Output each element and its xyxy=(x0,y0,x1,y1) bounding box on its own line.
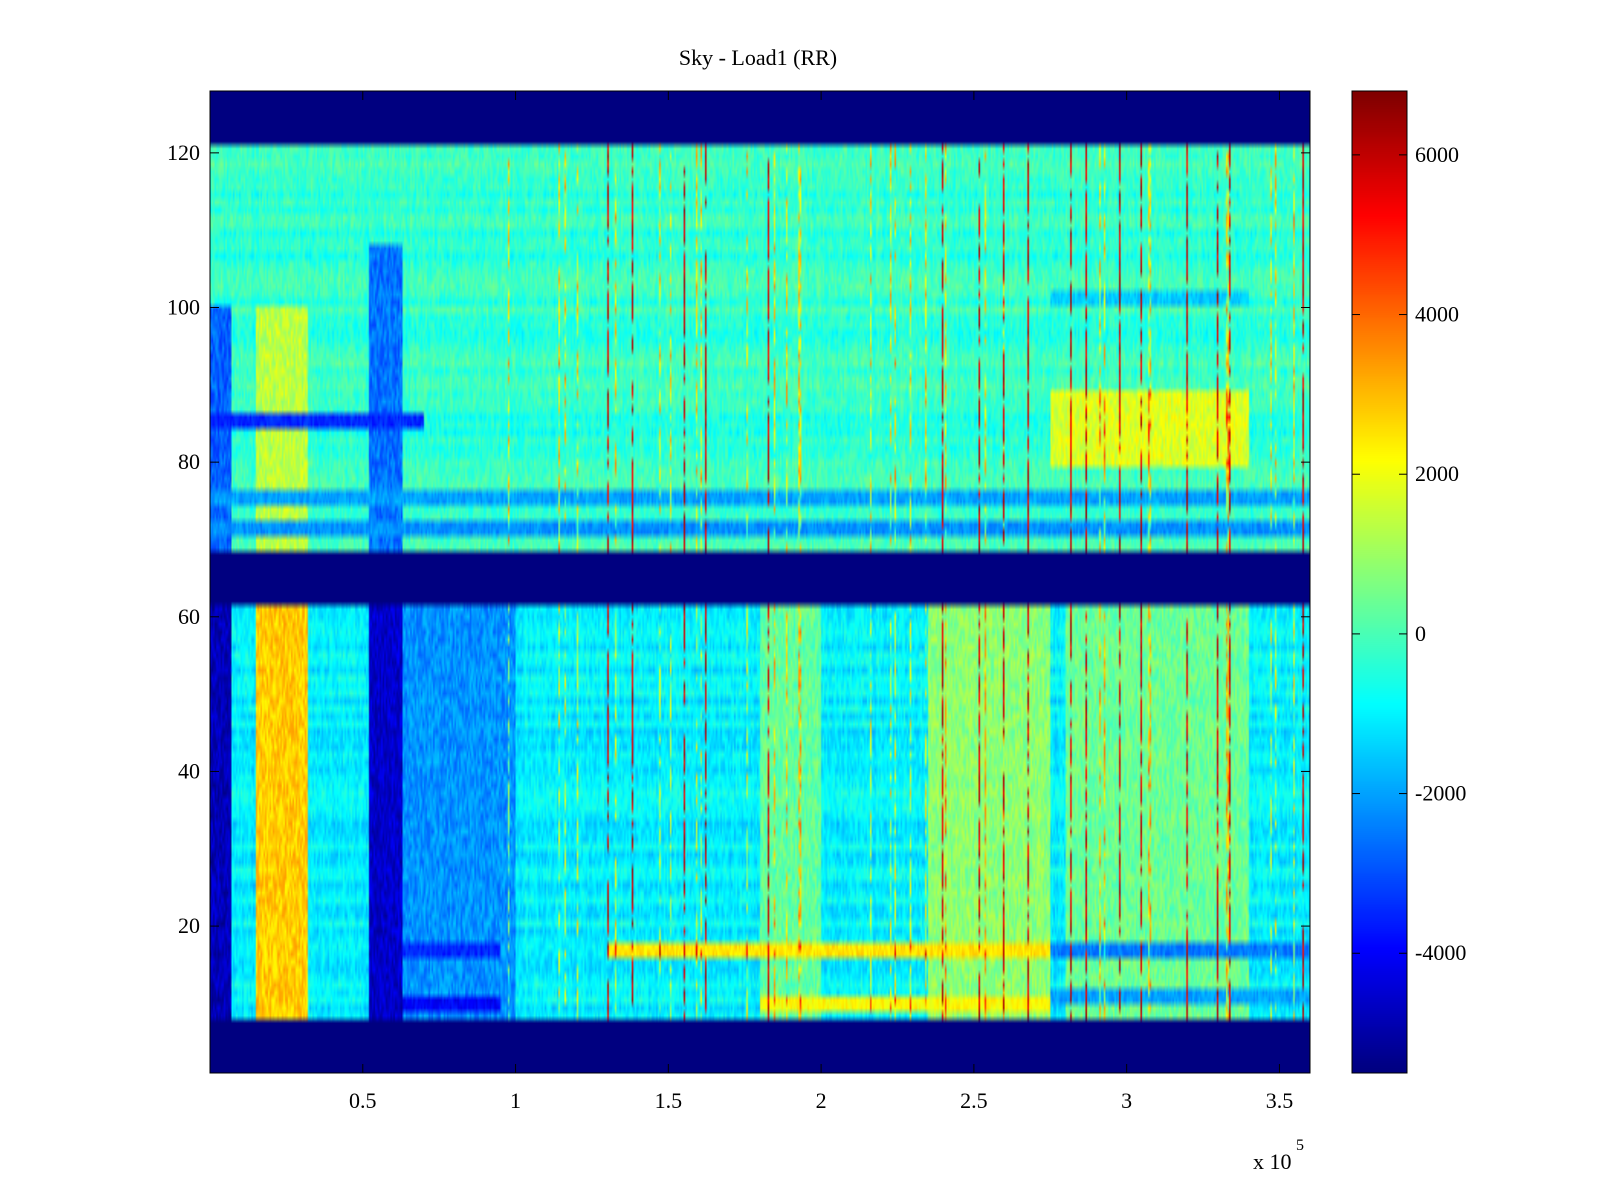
chart-title: Sky - Load1 (RR) xyxy=(679,45,837,70)
colorbar-tick-label: -2000 xyxy=(1415,781,1466,806)
y-tick-label: 40 xyxy=(178,758,200,783)
y-tick-label: 20 xyxy=(178,913,200,938)
plot-area: 0.5 1 1.5 2 2.5 3 3.5 20 40 60 80 100 120 xyxy=(167,90,1311,1113)
x-exponent: x 10 5 xyxy=(1253,1137,1304,1174)
colorbar-axis: -4000 -2000 0 2000 4000 6000 xyxy=(1352,142,1466,965)
colorbar-frame xyxy=(1351,90,1408,1074)
colorbar: -4000 -2000 0 2000 4000 6000 xyxy=(1351,90,1466,1074)
y-tick-label: 60 xyxy=(178,604,200,629)
colorbar-tick-label: -4000 xyxy=(1415,940,1466,965)
x-axis: 0.5 1 1.5 2 2.5 3 3.5 xyxy=(349,91,1293,1113)
x-tick-label: 0.5 xyxy=(349,1088,377,1113)
x-tick-label: 3.5 xyxy=(1266,1088,1294,1113)
heatmap-image xyxy=(210,91,1310,1073)
y-tick-label: 120 xyxy=(167,140,200,165)
y-tick-label: 100 xyxy=(167,295,200,320)
x-tick-label: 1.5 xyxy=(655,1088,683,1113)
x-tick-label: 2 xyxy=(816,1088,827,1113)
x-tick-label: 1 xyxy=(510,1088,521,1113)
y-axis: 20 40 60 80 100 120 xyxy=(167,140,1310,938)
x-tick-label: 2.5 xyxy=(960,1088,988,1113)
colorbar-tick-label: 0 xyxy=(1415,621,1426,646)
colorbar-tick-label: 4000 xyxy=(1415,302,1459,327)
colorbar-tick-label: 2000 xyxy=(1415,461,1459,486)
colorbar-gradient xyxy=(1352,91,1407,1073)
x-exponent-power: 5 xyxy=(1296,1137,1304,1154)
colorbar-tick-label: 6000 xyxy=(1415,142,1459,167)
x-exponent-base: x 10 xyxy=(1253,1149,1292,1174)
y-tick-label: 80 xyxy=(178,449,200,474)
plot-frame xyxy=(209,90,1311,1074)
x-tick-label: 3 xyxy=(1121,1088,1132,1113)
